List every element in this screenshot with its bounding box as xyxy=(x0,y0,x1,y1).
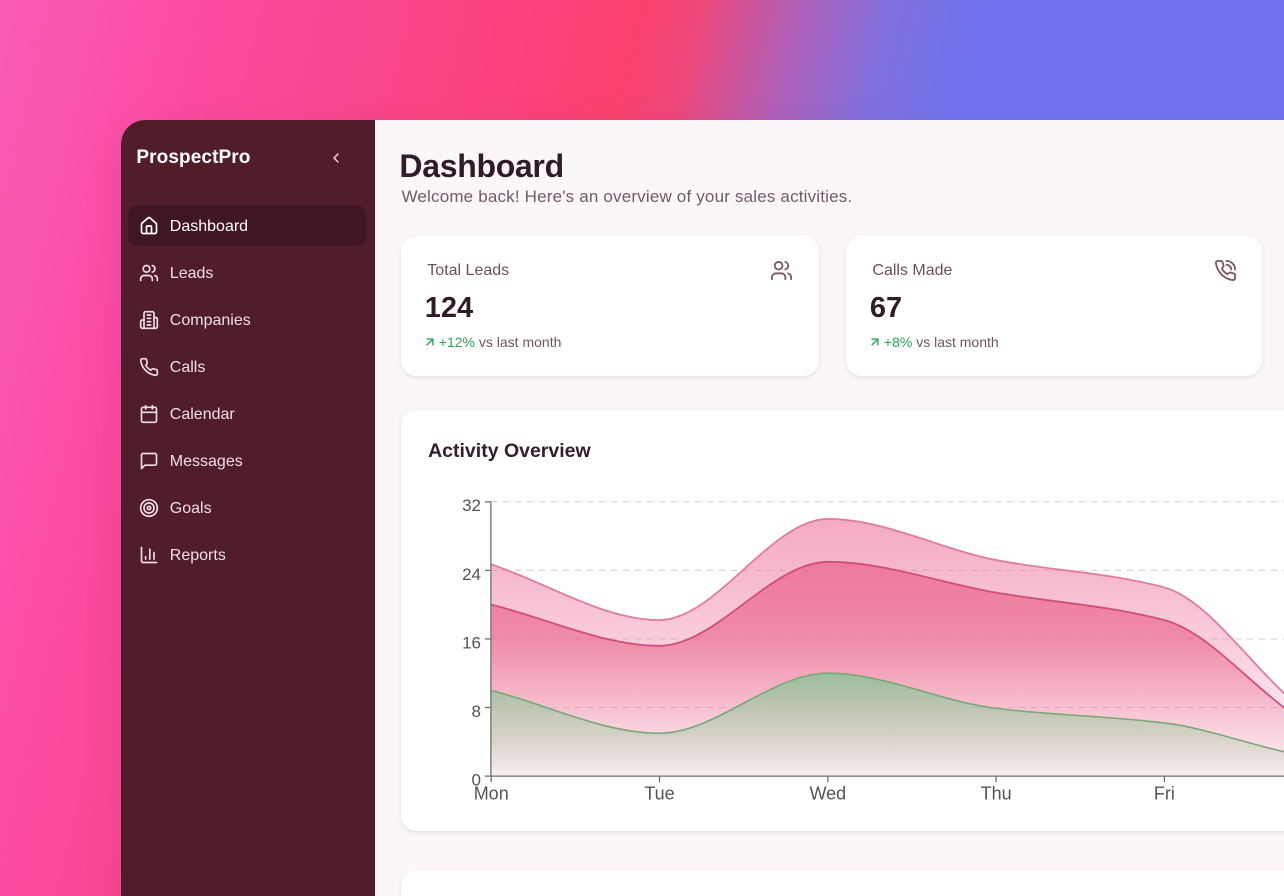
svg-text:Tue: Tue xyxy=(644,784,674,804)
svg-text:24: 24 xyxy=(462,565,481,584)
svg-text:16: 16 xyxy=(462,634,481,653)
svg-text:0: 0 xyxy=(471,771,480,790)
svg-text:32: 32 xyxy=(462,496,481,515)
svg-text:8: 8 xyxy=(471,702,480,721)
svg-text:Thu: Thu xyxy=(980,784,1011,804)
svg-text:Wed: Wed xyxy=(809,784,846,804)
svg-text:Fri: Fri xyxy=(1154,784,1175,804)
svg-text:Mon: Mon xyxy=(473,784,508,804)
